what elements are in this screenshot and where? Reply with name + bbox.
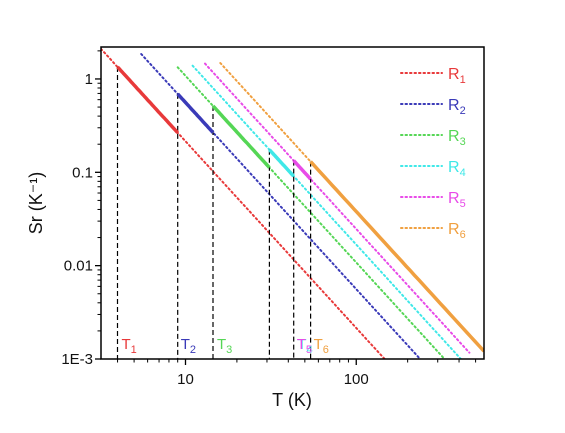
- fit-line-r5: [204, 62, 471, 354]
- y-tick-label: 0.1: [72, 164, 93, 181]
- data-curve-5: [292, 159, 312, 181]
- y-axis-label: Sr (K⁻¹): [26, 172, 46, 235]
- data-curve-1: [116, 65, 179, 134]
- y-tick-label: 1: [85, 71, 93, 88]
- data-curve-4: [268, 148, 296, 178]
- temperature-dividers: [116, 67, 312, 359]
- data-curves: [116, 65, 484, 353]
- fit-line-r4: [191, 64, 462, 359]
- x-axis-label: T (K): [272, 390, 312, 410]
- y-tick-label: 1E-3: [61, 351, 93, 368]
- y-tick-label: 0.01: [64, 258, 93, 275]
- plot-frame: [100, 46, 485, 360]
- data-curve-2: [176, 92, 215, 134]
- x-tick-label: 10: [177, 371, 194, 388]
- x-tick-label: 100: [344, 371, 369, 388]
- data-curve-3: [211, 104, 271, 169]
- data-curve-6: [309, 160, 484, 353]
- axis-ticks: 10 100 1E-3 0.01 0.1 1: [61, 50, 477, 388]
